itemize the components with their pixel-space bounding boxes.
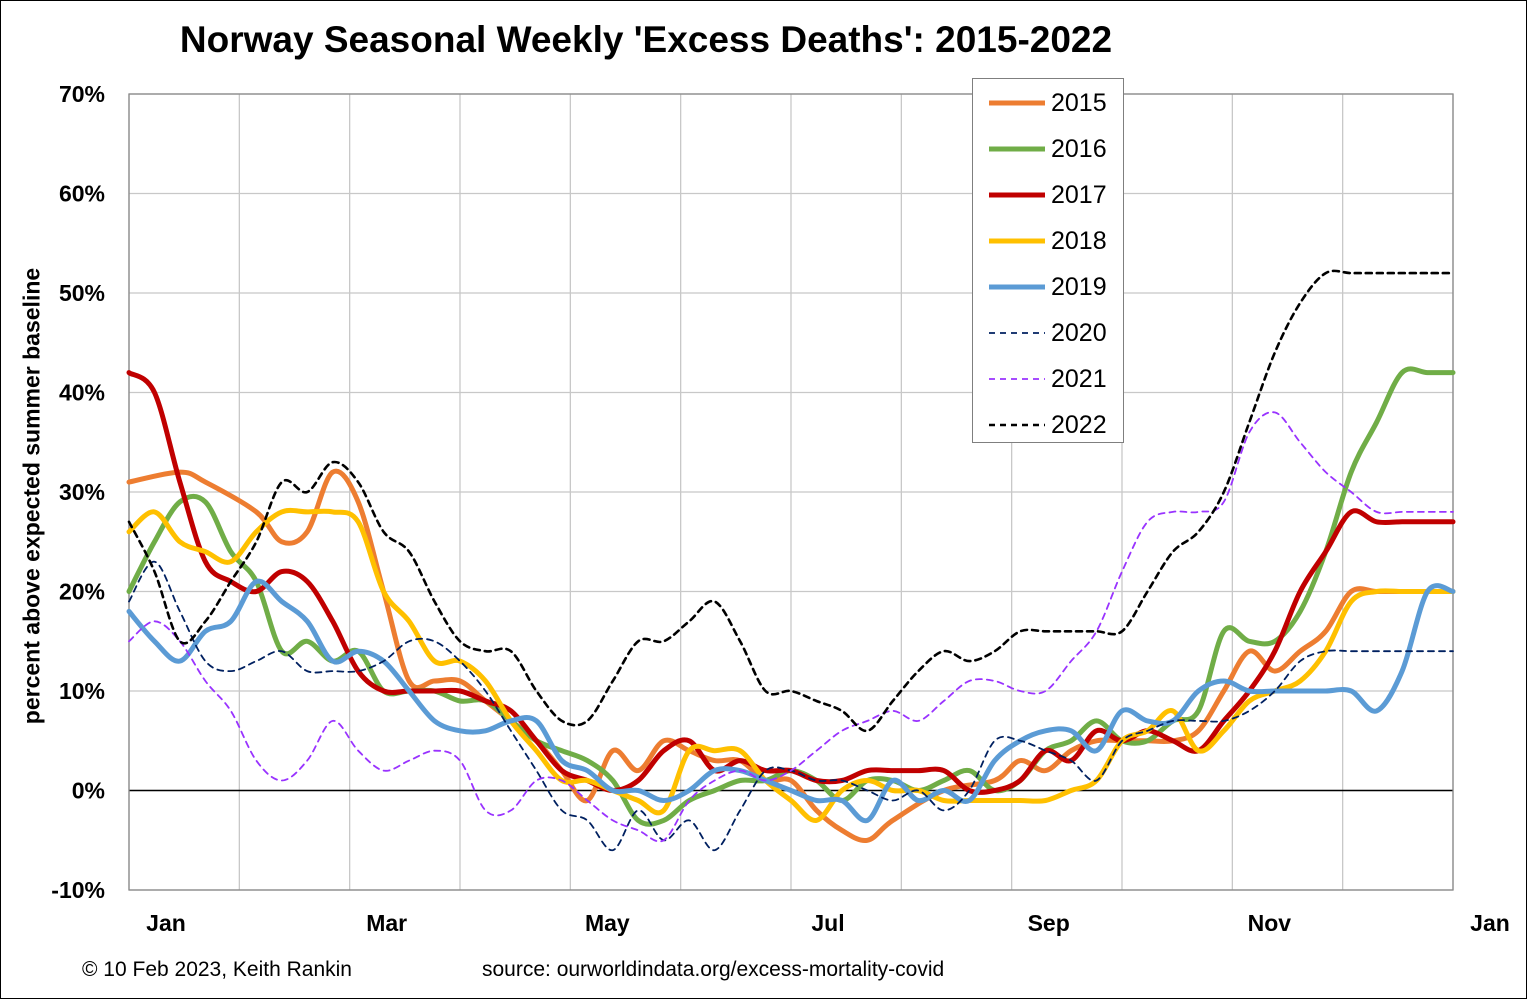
series-line-2022 — [127, 269, 1455, 733]
legend-label: 2020 — [1051, 319, 1107, 347]
x-tick-label: Nov — [1248, 910, 1292, 936]
source-note: source: ourworldindata.org/excess-mortal… — [482, 958, 945, 981]
series-line-2019 — [126, 578, 1456, 824]
y-tick-label: 30% — [59, 479, 105, 505]
legend-label: 2018 — [1051, 227, 1107, 255]
legend-label: 2022 — [1051, 411, 1107, 439]
legend-label: 2017 — [1051, 181, 1107, 209]
x-tick-label: May — [585, 910, 630, 936]
legend-label: 2015 — [1051, 89, 1107, 117]
legend-label: 2016 — [1051, 135, 1107, 163]
legend-swatch — [989, 146, 1045, 152]
legend-item-2016: 2016 — [973, 129, 1123, 169]
legend-swatch — [989, 100, 1045, 106]
series-layer — [126, 269, 1456, 852]
plot-border — [128, 93, 1454, 891]
x-tick-label: Sep — [1028, 910, 1070, 936]
tick-label-layer: -10% 0% 10% 20% 30% 40% 50% 60% 70% Jan Mar May Jul S… — [51, 81, 1510, 936]
legend-item-2019: 2019 — [973, 267, 1123, 307]
x-tick-label: Mar — [366, 910, 407, 936]
legend: 2015 2016 2017 2018 2019 2020 2021 2022 — [972, 78, 1124, 443]
legend-item-2017: 2017 — [973, 175, 1123, 215]
series-line-2021 — [128, 411, 1454, 843]
series-line-2018 — [126, 507, 1456, 823]
y-tick-label: 40% — [59, 380, 105, 406]
y-tick-label: 70% — [59, 81, 105, 107]
copyright-note: © 10 Feb 2023, Keith Rankin — [82, 958, 352, 981]
x-tick-label: Jul — [811, 910, 844, 936]
legend-swatch — [989, 332, 1045, 334]
legend-item-2022: 2022 — [973, 405, 1123, 445]
y-tick-label: 60% — [59, 181, 105, 207]
x-tick-label: Jan — [146, 910, 186, 936]
legend-swatch — [989, 238, 1045, 244]
legend-swatch — [989, 423, 1045, 427]
y-tick-label: 0% — [72, 778, 105, 804]
legend-swatch — [989, 378, 1045, 380]
chart-title: Norway Seasonal Weekly 'Excess Deaths': … — [179, 19, 1113, 60]
y-tick-label: 20% — [59, 579, 105, 605]
y-tick-label: 10% — [59, 678, 105, 704]
legend-label: 2021 — [1051, 365, 1107, 393]
y-tick-label: -10% — [51, 877, 105, 903]
grid-layer — [128, 93, 1454, 891]
legend-item-2018: 2018 — [973, 221, 1123, 261]
legend-label: 2019 — [1051, 273, 1107, 301]
legend-item-2020: 2020 — [973, 313, 1123, 353]
legend-item-2015: 2015 — [973, 83, 1123, 123]
legend-swatch — [989, 192, 1045, 198]
legend-swatch — [989, 284, 1045, 290]
legend-item-2021: 2021 — [973, 359, 1123, 399]
x-tick-label: Jan — [1470, 910, 1510, 936]
y-tick-label: 50% — [59, 280, 105, 306]
